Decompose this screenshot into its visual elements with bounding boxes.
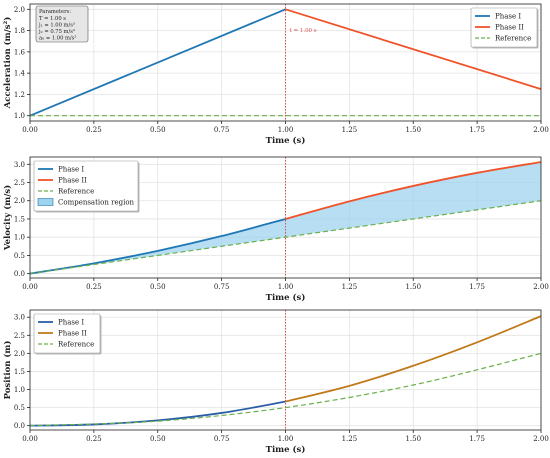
y-tick-label: 2.5 xyxy=(14,332,25,340)
y-tick-label: 1.5 xyxy=(14,368,25,376)
y-tick-label: 0.0 xyxy=(14,270,25,278)
legend-label: Reference xyxy=(58,188,94,196)
x-tick-label: 0.50 xyxy=(150,126,166,134)
series-line-phase-ii xyxy=(285,8,542,90)
y-tick-label: 0.0 xyxy=(14,422,25,430)
x-tick-label: 1.00 xyxy=(278,126,294,134)
x-tick-label: 1.75 xyxy=(469,283,485,291)
x-tick-label: 2.00 xyxy=(533,126,549,134)
chart-panel-2: 0.00 0.25 0.50 0.75 1.00 1.25 1.50 1.75 2.00 0.0 0… xyxy=(2,156,549,303)
y-axis-label: Velocity (m/s) xyxy=(2,185,13,251)
series-line-reference xyxy=(29,352,542,427)
legend-label: Reference xyxy=(495,35,531,43)
legend-label: Phase II xyxy=(58,330,87,338)
plot-frame xyxy=(29,156,542,279)
y-axis-label: Position (m) xyxy=(2,341,13,400)
x-tick-label: 0.00 xyxy=(22,283,38,291)
legend: Phase I Phase II Reference xyxy=(33,313,102,355)
compensation-fill xyxy=(30,162,541,274)
y-tick-label: 1.2 xyxy=(14,91,25,99)
y-tick-label: 1.5 xyxy=(14,215,25,223)
legend-label: Compensation region xyxy=(58,199,135,207)
x-tick-label: 1.00 xyxy=(278,435,294,443)
x-tick-label: 2.00 xyxy=(533,435,549,443)
legend-label: Phase II xyxy=(495,24,524,32)
y-tick-label: 1.0 xyxy=(14,234,25,242)
x-tick-label: 1.75 xyxy=(469,435,485,443)
x-tick-label: 1.75 xyxy=(469,126,485,134)
legend-label: Phase I xyxy=(58,166,84,174)
y-tick-label: 1.8 xyxy=(14,27,25,35)
legend-box xyxy=(33,160,139,212)
legend: Phase I Phase II Reference Compensation reg… xyxy=(33,160,140,213)
y-tick-label: 2.0 xyxy=(14,197,25,205)
x-tick-label: 0.25 xyxy=(86,435,102,443)
x-tick-label: 0.75 xyxy=(214,283,230,291)
chart-panel-1: 0.00 0.25 0.50 0.75 1.00 1.25 1.50 1.75 2.00 1.0 1… xyxy=(2,3,549,146)
y-tick-label: 1.0 xyxy=(14,112,25,120)
legend-label: Phase I xyxy=(495,13,521,21)
series-line-reference xyxy=(29,200,542,275)
y-tick-label: 1.6 xyxy=(14,48,26,56)
x-axis-label: Time (s) xyxy=(266,292,306,303)
x-tick-label: 0.00 xyxy=(22,126,38,134)
x-tick-label: 1.50 xyxy=(405,435,421,443)
x-tick-label: 1.25 xyxy=(342,435,358,443)
series-line-phase-ii xyxy=(285,315,542,403)
parameters-title: Parameters: xyxy=(39,9,71,15)
x-axis-label: Time (s) xyxy=(266,444,306,455)
x-tick-label: 0.75 xyxy=(214,126,230,134)
parameter-line: j₂ = 0.75 m/s³ xyxy=(38,29,75,35)
legend-label: Phase II xyxy=(58,177,87,185)
legend-swatch-fill xyxy=(37,198,54,206)
x-tick-label: 0.00 xyxy=(22,435,38,443)
y-tick-label: 3.0 xyxy=(14,161,25,169)
y-tick-label: 1.4 xyxy=(14,70,26,78)
series-line-phase-ii xyxy=(285,161,542,220)
x-tick-label: 0.25 xyxy=(86,283,102,291)
plot-frame xyxy=(29,3,542,122)
x-tick-label: 0.50 xyxy=(150,283,166,291)
legend: Phase I Phase II Reference xyxy=(470,7,539,49)
y-tick-label: 0.5 xyxy=(14,404,25,412)
x-axis-label: Time (s) xyxy=(266,135,306,146)
y-tick-label: 3.0 xyxy=(14,314,25,322)
x-tick-label: 1.00 xyxy=(278,283,294,291)
x-tick-label: 0.50 xyxy=(150,435,166,443)
x-tick-label: 0.25 xyxy=(86,126,102,134)
chart-panel-3: 0.00 0.25 0.50 0.75 1.00 1.25 1.50 1.75 2.00 0.0 0… xyxy=(2,309,549,455)
series-line-phase-i xyxy=(29,8,286,117)
parameter-line: T = 1.00 s xyxy=(39,16,66,22)
y-tick-label: 1.0 xyxy=(14,386,25,394)
x-tick-label: 1.25 xyxy=(342,126,358,134)
x-tick-label: 0.75 xyxy=(214,435,230,443)
legend-label: Phase I xyxy=(58,319,84,327)
x-tick-label: 1.50 xyxy=(405,126,421,134)
x-tick-label: 1.50 xyxy=(405,283,421,291)
y-tick-label: 2.5 xyxy=(14,179,25,187)
parameter-line: a₀ = 1.00 m/s² xyxy=(39,36,76,42)
parameter-line: j₁ = 1.00 m/s³ xyxy=(38,23,75,29)
parameters-box-bg xyxy=(35,5,89,43)
y-tick-label: 2.0 xyxy=(14,6,25,14)
legend-box xyxy=(33,313,101,354)
x-tick-label: 2.00 xyxy=(533,283,549,291)
y-tick-label: 2.0 xyxy=(14,350,25,358)
legend-box xyxy=(470,7,538,48)
x-tick-label: 1.25 xyxy=(342,283,358,291)
marker-label: t = 1.00 s xyxy=(290,28,317,34)
plot-frame xyxy=(29,309,542,431)
y-tick-label: 0.5 xyxy=(14,252,25,260)
legend-label: Reference xyxy=(58,341,94,349)
y-axis-label: Acceleration (m/s²) xyxy=(2,17,13,110)
